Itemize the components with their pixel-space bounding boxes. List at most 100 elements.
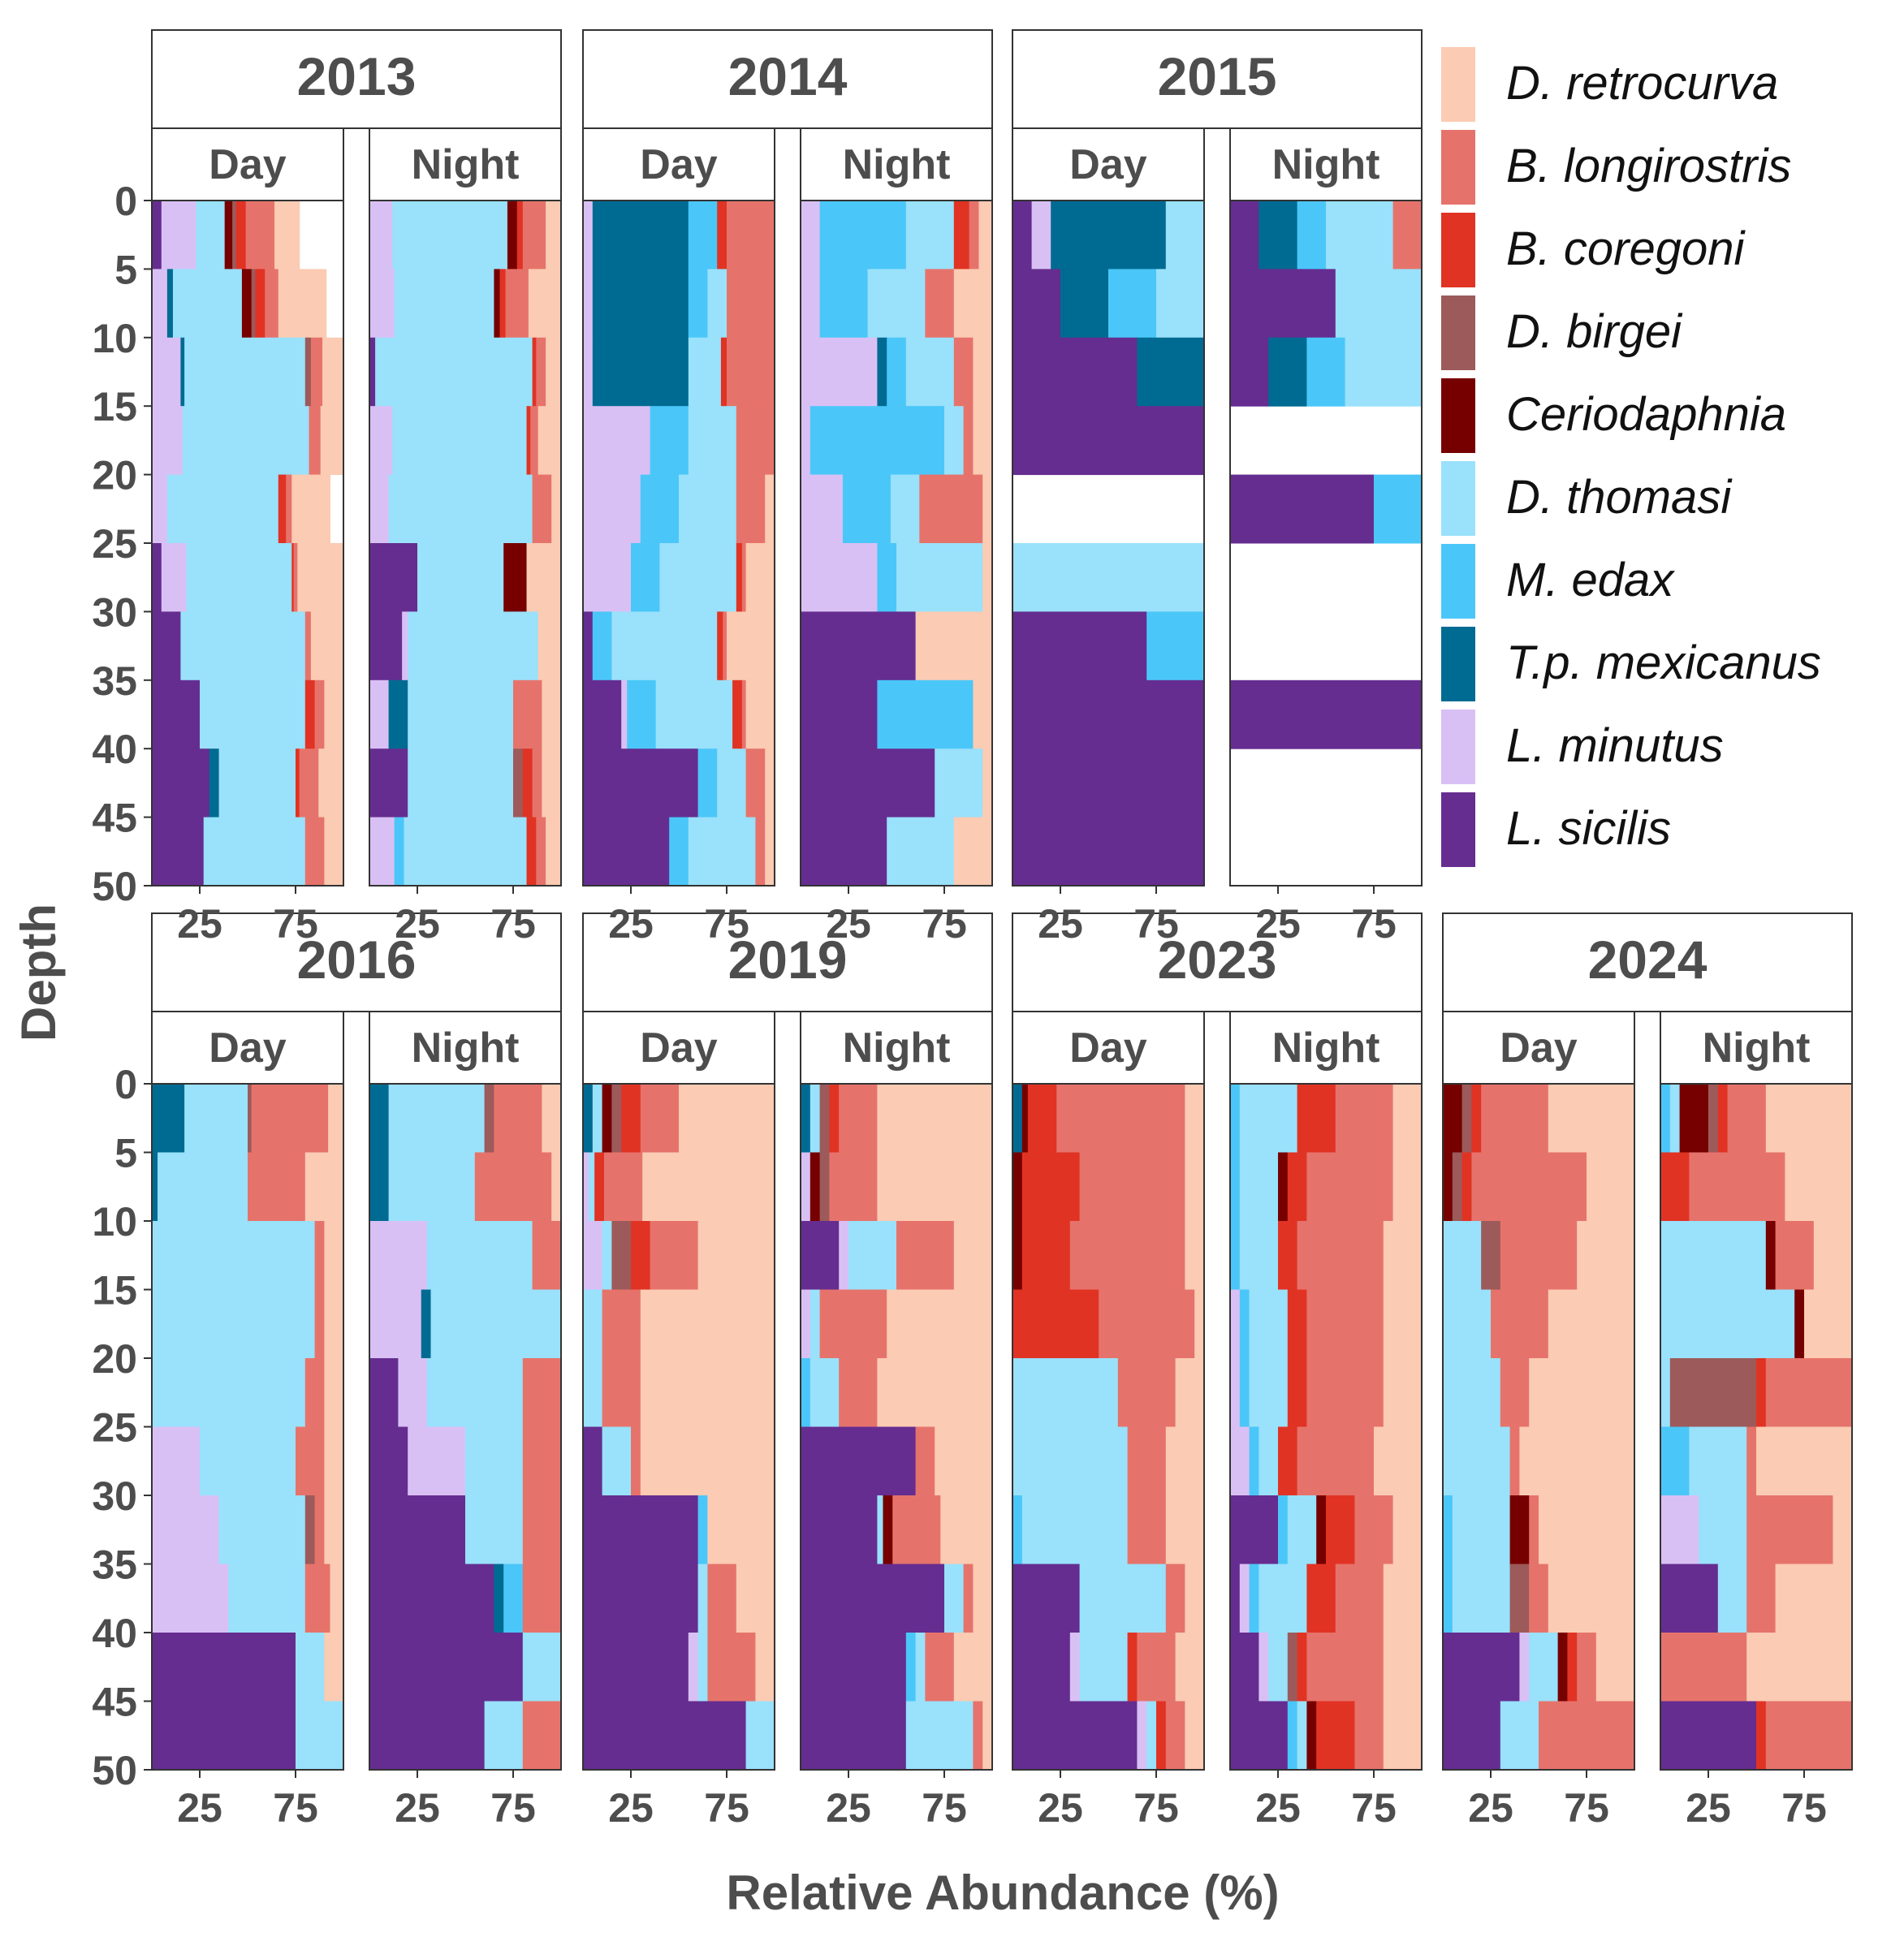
bar-segment-d-thomasi-depth-15: [810, 1289, 821, 1359]
bar-segment-d-thomasi-depth-10: [905, 337, 955, 407]
legend-item-t-p-mexicanus: T.p. mexicanus: [1441, 627, 1821, 701]
bar-segment-l-sicilis-depth-35: [1230, 1564, 1241, 1633]
bar-segment-l-sicilis-depth-45: [1012, 1701, 1138, 1771]
bar-segment-b-longirostris-depth-25: [1509, 1426, 1520, 1496]
year-strip-box: [151, 29, 562, 129]
bar-segment-b-coregoni-depth-5: [1287, 1152, 1307, 1222]
legend-key-t-p-mexicanus: [1441, 627, 1475, 701]
year-strip-label: 2016: [297, 930, 417, 990]
bar-segment-b-longirostris-depth-15: [314, 1289, 325, 1359]
bar-segment-l-sicilis-depth-25: [369, 1426, 408, 1496]
y-tick-label-50: 50: [92, 1748, 137, 1793]
bar-segment-d-retrocurva-depth-0: [877, 1084, 993, 1153]
x-tick-label-25: 25: [1255, 1785, 1301, 1831]
bar-segment-l-sicilis-depth-35: [801, 1564, 945, 1633]
bar-segment-b-longirostris-depth-30: [304, 611, 312, 681]
x-axes: 25 75 25 75 25 75 25 75 25 75 25 75 25 75 25 75 25 75 25 75…: [177, 886, 1827, 1831]
bar-segment-b-coregoni-depth-35: [732, 679, 743, 749]
bar-segment-d-thomasi-depth-5: [388, 1152, 476, 1222]
bar-segment-b-longirostris-depth-15: [309, 406, 322, 476]
bar-segment-l-minutus-depth-40: [1069, 1633, 1081, 1702]
bar-segment-d-thomasi-depth-25: [659, 543, 737, 612]
legend-key-d-birgei: [1441, 296, 1475, 370]
bar-segment-l-minutus-depth-45: [1137, 1701, 1147, 1771]
time-strip-box: [1229, 1011, 1423, 1085]
bar-segment-b-coregoni-depth-5: [255, 269, 266, 339]
panel-2024-day: [1442, 1083, 1635, 1771]
bar-segment-d-retrocurva-depth-5: [1185, 1152, 1205, 1222]
bar-segment-d-thomasi-depth-0: [810, 1084, 821, 1153]
bar-segment-d-thomasi-depth-15: [1660, 1289, 1795, 1359]
bar-segment-d-retrocurva-depth-35: [973, 1564, 993, 1633]
bar-segment-d-retrocurva-depth-30: [940, 1495, 993, 1564]
bar-segment-d-thomasi-depth-30: [1699, 1495, 1747, 1564]
bar-segment-d-thomasi-depth-25: [1012, 1426, 1129, 1496]
bar-segment-d-thomasi-depth-10: [1239, 1221, 1279, 1290]
year-strip-box: [1442, 912, 1853, 1012]
bar-segment-b-longirostris-depth-40: [745, 748, 766, 818]
y-tick-label-40: 40: [92, 727, 137, 772]
bar-segment-l-sicilis-depth-20: [1230, 474, 1375, 544]
bar-segment-l-sicilis-depth-35: [369, 1564, 494, 1633]
y-tick-label-30: 30: [92, 1473, 137, 1519]
y-tick-label-0: 0: [114, 179, 137, 224]
bar-segment-d-thomasi-depth-25: [1259, 1426, 1279, 1496]
year-strip-2023: 2023: [1012, 912, 1423, 1012]
panel-2016-day: [151, 1083, 344, 1771]
bar-segment-d-thomasi-depth-15: [392, 406, 528, 476]
bar-segment-l-minutus-depth-10: [801, 337, 878, 407]
time-strip-label: Day: [640, 141, 717, 188]
bar-segment-m-edax-depth-5: [819, 269, 869, 339]
bar-segment-l-minutus-depth-40: [1259, 1633, 1269, 1702]
bar-segment-t-p-mexicanus-depth-35: [388, 679, 408, 749]
bar-segment-d-retrocurva-depth-0: [274, 201, 300, 270]
y-tick-label-25: 25: [92, 1405, 137, 1451]
bar-segment-b-coregoni-depth-0: [516, 201, 524, 270]
bar-segment-d-thomasi-depth-0: [1326, 201, 1394, 270]
bar-segment-d-thomasi-depth-25: [602, 1426, 632, 1496]
bar-segment-d-retrocurva-depth-45: [1383, 1701, 1423, 1771]
bar-segment-d-birgei-depth-5: [819, 1152, 830, 1222]
bar-segment-b-longirostris-depth-25: [296, 1426, 325, 1496]
bar-segment-b-longirostris-depth-10: [953, 337, 974, 407]
bar-segment-d-thomasi-depth-10: [184, 337, 306, 407]
x-tick-label-25: 25: [826, 901, 871, 947]
y-tick-label-35: 35: [92, 658, 137, 704]
bar-segment-d-retrocurva-depth-0: [679, 1084, 775, 1153]
bar-segment-d-thomasi-depth-45: [484, 1701, 524, 1771]
bar-segment-b-coregoni-depth-35: [304, 679, 316, 749]
panel-2023-night: [1229, 1083, 1423, 1771]
x-tick-label-25: 25: [608, 901, 654, 947]
legend-label-d-thomasi: D. thomasi: [1506, 471, 1733, 524]
panel-2019-day: [582, 1083, 775, 1771]
bar-segment-d-thomasi-depth-25: [896, 543, 983, 612]
bar-segment-b-longirostris-depth-0: [969, 201, 979, 270]
bar-segment-l-sicilis-depth-35: [583, 1564, 699, 1633]
bar-segment-d-thomasi-depth-40: [935, 748, 983, 818]
year-strip-label: 2023: [1158, 930, 1277, 990]
bar-segment-d-retrocurva-depth-35: [1185, 1564, 1205, 1633]
bar-segment-b-longirostris-depth-10: [727, 337, 775, 407]
bar-segment-d-thomasi-depth-0: [1239, 1084, 1298, 1153]
bar-segment-d-retrocurva-depth-35: [1548, 1564, 1635, 1633]
bar-segment-d-retrocurva-depth-40: [1746, 1633, 1853, 1702]
bar-segment-d-thomasi-depth-0: [196, 201, 226, 270]
legend-label-m-edax: M. edax: [1506, 554, 1675, 606]
bar-segment-b-longirostris-depth-40: [532, 748, 542, 818]
bar-segment-m-edax-depth-25: [1660, 1426, 1690, 1496]
bar-segment-ceriodaphnia-depth-5: [1012, 1152, 1023, 1222]
bar-segment-l-sicilis-depth-45: [152, 1701, 296, 1771]
bar-segment-b-longirostris-depth-5: [474, 1152, 552, 1222]
bar-segment-d-thomasi-depth-20: [810, 1358, 840, 1427]
bar-segment-d-retrocurva-depth-10: [546, 337, 562, 407]
bar-segment-b-longirostris-depth-25: [522, 1426, 562, 1496]
bar-segment-b-longirostris-depth-45: [973, 1701, 983, 1771]
bar-segment-b-coregoni-depth-25: [736, 543, 743, 612]
bar-segment-l-sicilis-depth-0: [1230, 201, 1259, 270]
bar-segment-b-longirostris-depth-20: [1306, 1358, 1384, 1427]
bar-segment-b-longirostris-depth-5: [265, 269, 279, 339]
bar-segment-d-thomasi-depth-0: [184, 1084, 248, 1153]
bar-segment-m-edax-depth-40: [697, 748, 718, 818]
bar-segment-b-longirostris-depth-20: [602, 1358, 641, 1427]
bar-segment-d-retrocurva-depth-0: [542, 1084, 562, 1153]
